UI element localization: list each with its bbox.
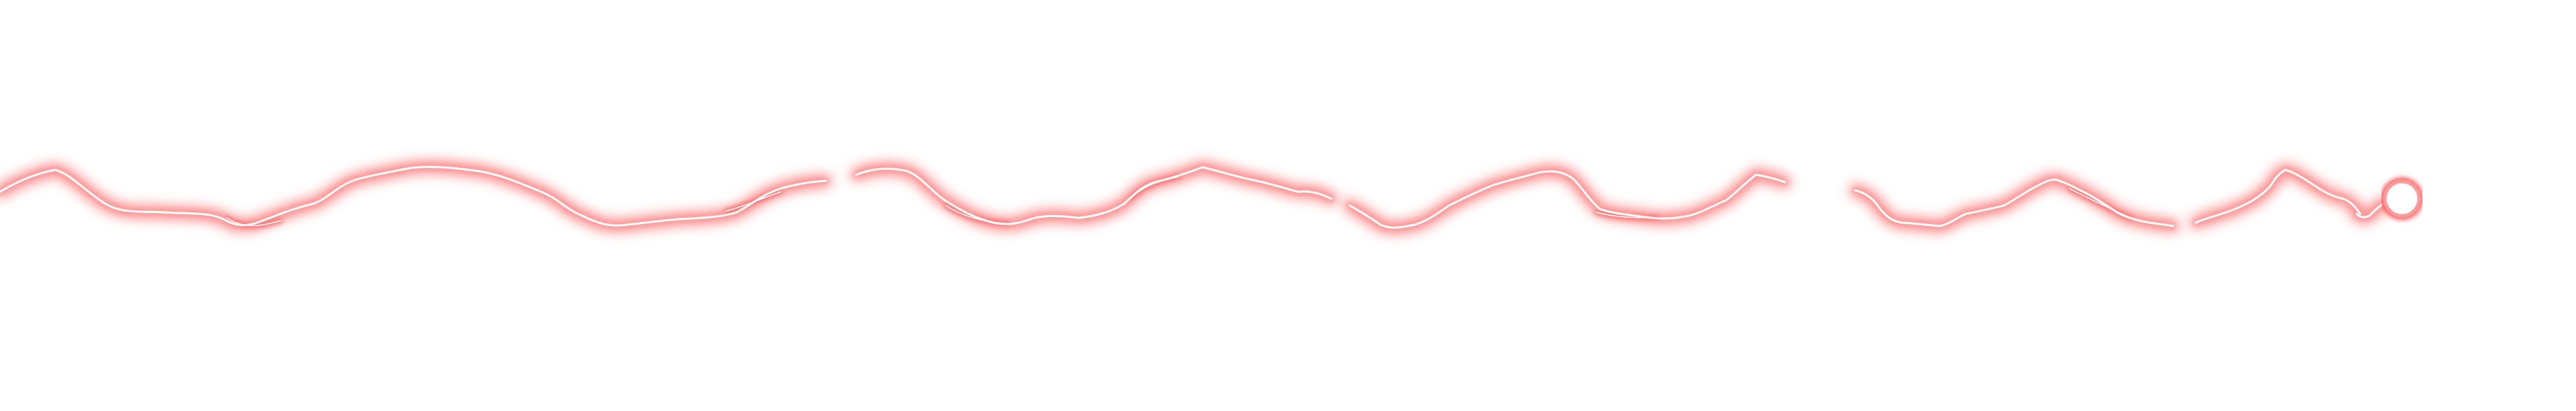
endpoint-ring [2383,179,2421,218]
bolt-filament-core-6 [2068,188,2131,219]
bolt-core-segment-6 [2355,201,2387,219]
bolt-filament-core-3 [945,205,1008,224]
endpoint-ring-core [2387,184,2417,214]
bolt-endpoint-ring [2381,177,2423,220]
bolt-core-segment-2 [855,166,1333,225]
bolt-filament-core-2 [726,191,782,212]
bolt-core [0,166,2387,229]
bolt-core-segment-4 [1854,178,2175,227]
bolt-mid-segment-1 [0,164,829,229]
bolt-filament-core-4 [1130,176,1179,199]
bolt-core-segment-3 [1348,170,1786,229]
bolt-core-segment-5 [2194,169,2362,224]
bolt-glow-segment-3 [1343,165,1791,234]
bolt-filament-core-5 [1596,212,1659,219]
bolt-core-segment-1 [0,166,827,227]
bolt-filament-core-1 [225,217,282,227]
